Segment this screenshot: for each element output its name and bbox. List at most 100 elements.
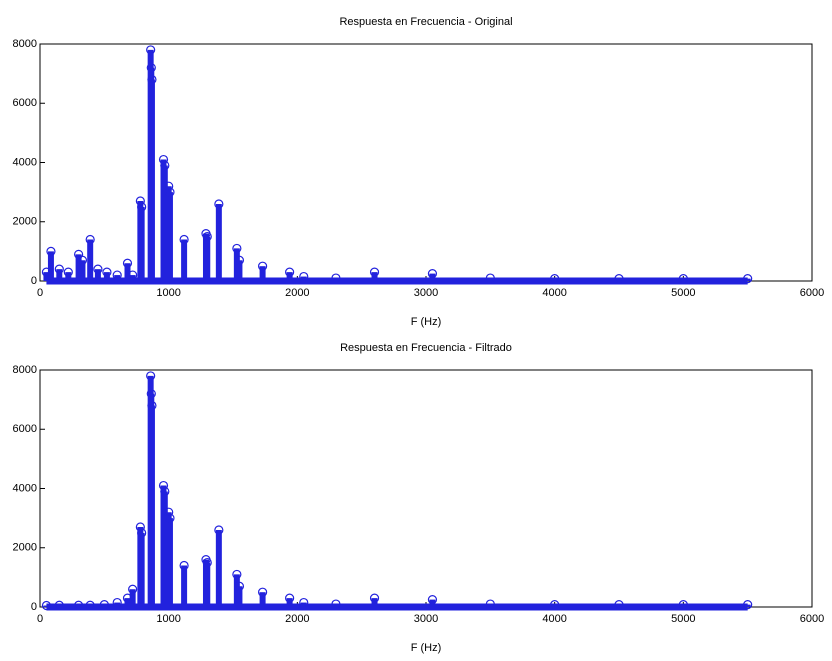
stem bbox=[137, 202, 147, 281]
stem-marker bbox=[214, 199, 224, 209]
stem-marker bbox=[158, 480, 169, 491]
y-tick-label: 8000 bbox=[13, 38, 37, 50]
stem bbox=[46, 246, 56, 281]
stem bbox=[427, 594, 438, 607]
stem bbox=[112, 270, 122, 281]
stem-marker bbox=[102, 267, 112, 277]
x-tick-label: 4000 bbox=[542, 287, 566, 299]
stem bbox=[165, 513, 175, 607]
stem bbox=[41, 600, 52, 611]
stem bbox=[485, 273, 495, 283]
stem-marker bbox=[257, 261, 268, 271]
stem bbox=[179, 560, 189, 607]
stem-marker bbox=[112, 270, 122, 280]
stem-marker bbox=[202, 557, 212, 568]
stem-marker bbox=[232, 569, 242, 580]
x-axis-label: F (Hz) bbox=[411, 642, 442, 654]
y-tick-label: 4000 bbox=[13, 482, 37, 494]
stem bbox=[77, 255, 88, 281]
y-tick-label: 0 bbox=[31, 275, 37, 287]
stem bbox=[743, 600, 753, 610]
stem-marker bbox=[77, 255, 88, 265]
stem-marker bbox=[146, 371, 156, 381]
stem bbox=[63, 267, 73, 281]
stem-marker bbox=[85, 234, 95, 245]
stem-marker bbox=[369, 593, 380, 603]
stem bbox=[102, 267, 112, 281]
stem-marker bbox=[678, 600, 688, 610]
chart-title: Respuesta en Frecuencia - Filtrado bbox=[340, 342, 512, 354]
stem bbox=[678, 274, 688, 284]
stem bbox=[285, 267, 295, 281]
stem-marker bbox=[164, 181, 174, 191]
stem-marker bbox=[41, 600, 52, 611]
stem bbox=[202, 557, 212, 607]
x-tick-label: 6000 bbox=[800, 613, 824, 625]
stem bbox=[54, 600, 64, 610]
stem bbox=[85, 600, 95, 610]
stem bbox=[485, 599, 495, 609]
stem bbox=[299, 597, 309, 608]
stem bbox=[128, 584, 138, 607]
stem bbox=[369, 267, 380, 281]
stem-marker bbox=[179, 560, 189, 571]
x-tick-label: 1000 bbox=[156, 287, 180, 299]
stem bbox=[285, 593, 295, 607]
stem bbox=[93, 264, 103, 281]
x-tick-label: 5000 bbox=[671, 287, 695, 299]
stem-marker bbox=[137, 202, 147, 212]
stem bbox=[331, 599, 341, 609]
stem-marker bbox=[550, 600, 560, 610]
stem bbox=[165, 187, 175, 281]
stem-marker bbox=[232, 243, 242, 254]
stem bbox=[743, 274, 753, 284]
stem bbox=[550, 600, 560, 610]
stem-marker bbox=[743, 600, 753, 610]
stem-marker bbox=[369, 267, 380, 277]
x-tick-label: 5000 bbox=[671, 613, 695, 625]
stem-marker bbox=[122, 258, 133, 268]
stem-marker bbox=[285, 267, 295, 277]
stem-marker bbox=[85, 600, 95, 610]
y-tick-label: 2000 bbox=[13, 542, 37, 554]
stem-marker bbox=[54, 264, 64, 274]
x-tick-label: 6000 bbox=[800, 287, 824, 299]
stem bbox=[214, 525, 224, 607]
stem-marker bbox=[550, 274, 560, 284]
stem-marker bbox=[614, 274, 624, 284]
stem bbox=[299, 271, 309, 282]
stem bbox=[202, 231, 212, 281]
stem bbox=[137, 528, 147, 607]
stem-marker bbox=[158, 154, 169, 165]
stem bbox=[614, 600, 624, 610]
stem-marker bbox=[46, 246, 56, 256]
stem bbox=[257, 587, 268, 607]
stem bbox=[678, 600, 688, 610]
stem-marker bbox=[257, 587, 268, 597]
x-tick-label: 3000 bbox=[414, 287, 438, 299]
stem-marker bbox=[164, 507, 174, 517]
x-tick-label: 3000 bbox=[414, 613, 438, 625]
x-axis-label: F (Hz) bbox=[411, 316, 442, 328]
x-tick-label: 1000 bbox=[156, 613, 180, 625]
stem bbox=[122, 258, 133, 281]
stem bbox=[85, 234, 95, 281]
y-tick-label: 2000 bbox=[13, 216, 37, 228]
stem-marker bbox=[234, 255, 245, 265]
stem-marker bbox=[93, 264, 103, 274]
stem bbox=[331, 273, 341, 283]
stem bbox=[54, 264, 64, 281]
stem bbox=[99, 600, 109, 610]
stem-marker bbox=[147, 400, 157, 411]
stem-marker bbox=[73, 600, 84, 610]
stem-marker bbox=[179, 234, 189, 245]
stem-marker bbox=[743, 274, 753, 284]
y-tick-label: 6000 bbox=[13, 423, 37, 435]
stem bbox=[369, 593, 380, 607]
stem-marker bbox=[160, 486, 170, 497]
stem-marker bbox=[202, 231, 212, 242]
x-tick-label: 4000 bbox=[542, 613, 566, 625]
stem-marker bbox=[137, 528, 147, 538]
stem-marker bbox=[299, 271, 309, 282]
